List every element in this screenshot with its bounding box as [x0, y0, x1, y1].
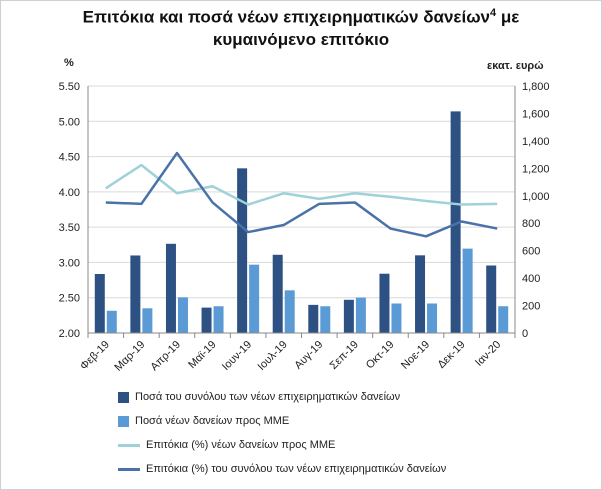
bar-total-amount [272, 254, 283, 333]
bar-total-amount [165, 243, 176, 333]
bar-sme-amount [355, 297, 366, 333]
bar-sme-amount [177, 297, 188, 333]
right-tick-label: 1,800 [522, 81, 550, 93]
legend-item-sme-amount: Ποσά νέων δανείων προς ΜΜΕ [118, 409, 578, 433]
bar-layer [94, 111, 509, 333]
category-label: Φεβ-19 [78, 339, 112, 373]
bar-sme-amount [249, 264, 260, 333]
legend-swatch-total-rate [118, 467, 140, 471]
legend-item-sme-rate: Επιτόκια (%) νέων δανείων προς ΜΜΕ [118, 433, 578, 457]
category-label: Σεπ-19 [328, 339, 361, 372]
legend-label-total-amount: Ποσά του συνόλου των νέων επιχειρηματικώ… [135, 391, 401, 404]
title-line2: κυμαινόμενο επιτόκιο [212, 29, 390, 49]
bar-sme-amount [320, 306, 331, 333]
bar-sme-amount [284, 290, 295, 333]
right-axis-unit: εκατ. ευρώ [487, 60, 544, 72]
left-tick-label: 5.00 [59, 116, 80, 128]
legend-label-sme-rate: Επιτόκια (%) νέων δανείων προς ΜΜΕ [146, 439, 336, 452]
line-sme-rate [105, 163, 498, 206]
bar-total-amount [343, 299, 354, 333]
category-label: Ιουν-19 [220, 339, 254, 373]
bar-total-amount [237, 168, 248, 333]
right-tick-label: 0 [522, 328, 528, 340]
line-total-rate [105, 151, 498, 238]
left-tick-label: 4.50 [59, 152, 80, 164]
category-label: Ιουλ-19 [255, 339, 289, 373]
bar-total-amount [94, 273, 105, 333]
legend-label-sme-amount: Ποσά νέων δανείων προς ΜΜΕ [135, 415, 290, 428]
bar-sme-amount [213, 306, 224, 333]
left-axis-unit: % [64, 57, 74, 69]
legend-item-total-rate: Επιτόκια (%) του συνόλου των νέων επιχει… [118, 457, 578, 481]
right-tick-label: 1,000 [522, 191, 550, 203]
legend-item-total-amount: Ποσά του συνόλου των νέων επιχειρηματικώ… [118, 385, 578, 409]
bar-sme-amount [462, 248, 473, 333]
legend-swatch-sme-amount [118, 415, 129, 427]
right-tick-label: 1,600 [522, 108, 550, 120]
bar-total-amount [450, 111, 461, 333]
bar-total-amount [201, 307, 212, 333]
category-label: Νοε-19 [399, 339, 432, 372]
bar-total-amount [415, 255, 426, 333]
category-label: Μαρ-19 [112, 339, 147, 374]
left-tick-label: 2.00 [59, 328, 80, 340]
category-label: Αυγ-19 [292, 339, 325, 372]
title-footnote-mark: 4 [490, 7, 497, 19]
category-label: Μαϊ-19 [186, 339, 218, 371]
right-tick-label: 800 [522, 218, 540, 230]
right-tick-label: 600 [522, 246, 540, 258]
right-tick-label: 200 [522, 301, 540, 313]
title-line1: Επιτόκια και ποσά νέων επιχειρηματικών δ… [82, 7, 491, 27]
left-tick-label: 2.50 [59, 293, 80, 305]
legend-swatch-total-amount [118, 391, 129, 403]
legend: Ποσά του συνόλου των νέων επιχειρηματικώ… [118, 385, 578, 481]
left-tick-label: 3.00 [59, 257, 80, 269]
bar-total-amount [379, 273, 390, 333]
bar-total-amount [486, 265, 497, 333]
chart-title: Επιτόκια και ποσά νέων επιχειρηματικών δ… [0, 2, 602, 51]
bar-sme-amount [498, 306, 509, 333]
bar-sme-amount [142, 308, 153, 333]
right-tick-label: 400 [522, 273, 540, 285]
line-layer [105, 151, 498, 238]
bar-total-amount [308, 304, 319, 333]
category-label: Απρ-19 [148, 339, 183, 374]
left-tick-label: 4.00 [59, 187, 80, 199]
bar-total-amount [130, 255, 141, 333]
bar-sme-amount [427, 303, 438, 333]
left-tick-label: 5.50 [59, 81, 80, 93]
legend-swatch-sme-rate [118, 443, 140, 447]
bar-sme-amount [391, 303, 402, 333]
left-tick-label: 3.50 [59, 222, 80, 234]
category-label: Δεκ-19 [435, 339, 467, 371]
right-tick-label: 1,400 [522, 136, 550, 148]
bar-sme-amount [106, 310, 117, 333]
right-tick-label: 1,200 [522, 163, 550, 175]
title-suffix: με [496, 7, 520, 27]
category-label: Οκτ-19 [364, 339, 397, 372]
legend-label-total-rate: Επιτόκια (%) του συνόλου των νέων επιχει… [146, 463, 447, 476]
category-label: Ιαν-20 [473, 339, 503, 369]
